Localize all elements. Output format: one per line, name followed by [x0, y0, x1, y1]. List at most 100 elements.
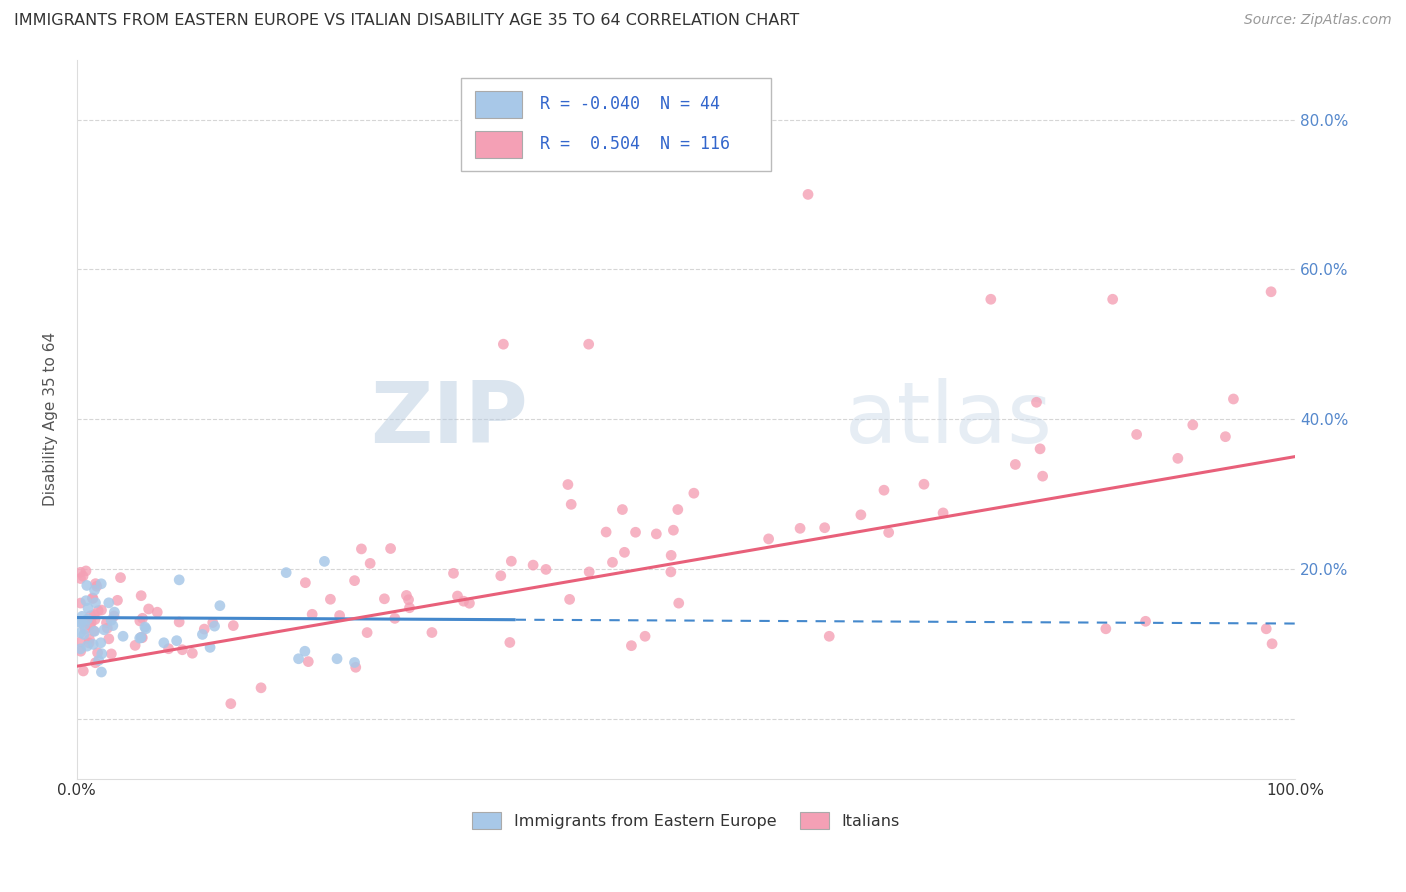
Point: [560, 497, 582, 511]
Point: [77, 636, 100, 650]
Point: [932, 506, 955, 520]
Point: [1181, 417, 1204, 432]
Point: [359, 557, 381, 571]
Point: [343, 656, 366, 670]
Point: [1032, 469, 1054, 483]
Point: [100, 647, 122, 661]
Point: [90, 647, 112, 661]
Point: [75, 593, 97, 607]
Point: [595, 524, 617, 539]
Point: [356, 625, 378, 640]
Point: [69, 641, 91, 656]
Point: [980, 292, 1002, 306]
Point: [344, 660, 367, 674]
Point: [1261, 637, 1284, 651]
Point: [1167, 451, 1189, 466]
Point: [131, 630, 153, 644]
Point: [84, 656, 107, 670]
Point: [1135, 615, 1157, 629]
Point: [668, 596, 690, 610]
Point: [492, 337, 515, 351]
Point: [167, 573, 190, 587]
Point: [79, 618, 101, 632]
Point: [395, 589, 418, 603]
Point: [83, 583, 105, 598]
Point: [1222, 392, 1244, 406]
Point: [912, 477, 935, 491]
Point: [69, 625, 91, 640]
Point: [458, 596, 481, 610]
Point: [797, 187, 820, 202]
Point: [76, 639, 98, 653]
Point: [103, 609, 125, 624]
Point: [301, 607, 323, 622]
Point: [294, 644, 316, 658]
Point: [276, 566, 298, 580]
Point: [97, 632, 120, 646]
Text: atlas: atlas: [845, 377, 1053, 460]
Point: [877, 525, 900, 540]
Point: [82, 591, 104, 606]
Point: [84, 613, 107, 627]
Point: [446, 589, 468, 603]
Point: [124, 639, 146, 653]
Point: [69, 596, 91, 610]
Point: [489, 568, 512, 582]
Point: [612, 502, 634, 516]
Point: [90, 603, 112, 617]
Point: [534, 562, 557, 576]
Point: [157, 641, 180, 656]
Point: [634, 629, 657, 643]
Text: Source: ZipAtlas.com: Source: ZipAtlas.com: [1244, 13, 1392, 28]
Point: [420, 625, 443, 640]
FancyBboxPatch shape: [461, 78, 772, 171]
Point: [326, 652, 349, 666]
Point: [219, 697, 242, 711]
Point: [314, 554, 336, 568]
Point: [103, 605, 125, 619]
Point: [181, 646, 204, 660]
Point: [849, 508, 872, 522]
Point: [659, 549, 682, 563]
Point: [70, 609, 93, 624]
Point: [1029, 442, 1052, 456]
Point: [69, 566, 91, 580]
Point: [578, 565, 600, 579]
Point: [69, 615, 91, 630]
FancyBboxPatch shape: [475, 90, 522, 118]
Point: [814, 521, 837, 535]
Point: [624, 525, 647, 540]
Point: [87, 604, 110, 618]
Point: [75, 564, 97, 578]
Point: [208, 599, 231, 613]
Point: [73, 615, 96, 629]
Point: [87, 653, 110, 667]
Point: [384, 611, 406, 625]
Point: [294, 575, 316, 590]
Point: [557, 477, 579, 491]
Point: [620, 639, 643, 653]
Point: [83, 624, 105, 638]
Point: [250, 681, 273, 695]
Point: [558, 592, 581, 607]
Point: [84, 576, 107, 591]
Point: [80, 615, 103, 630]
Y-axis label: Disability Age 35 to 64: Disability Age 35 to 64: [44, 332, 58, 506]
Point: [82, 591, 104, 606]
Point: [135, 622, 157, 636]
FancyBboxPatch shape: [475, 131, 522, 158]
Point: [613, 545, 636, 559]
Point: [128, 631, 150, 645]
Point: [72, 664, 94, 678]
Point: [198, 640, 221, 655]
Point: [398, 600, 420, 615]
Text: R =  0.504  N = 116: R = 0.504 N = 116: [540, 136, 730, 153]
Point: [153, 636, 176, 650]
Point: [873, 483, 896, 498]
Point: [77, 601, 100, 615]
Point: [146, 605, 169, 619]
Point: [191, 627, 214, 641]
Point: [131, 611, 153, 625]
Point: [79, 608, 101, 623]
Point: [789, 521, 811, 535]
